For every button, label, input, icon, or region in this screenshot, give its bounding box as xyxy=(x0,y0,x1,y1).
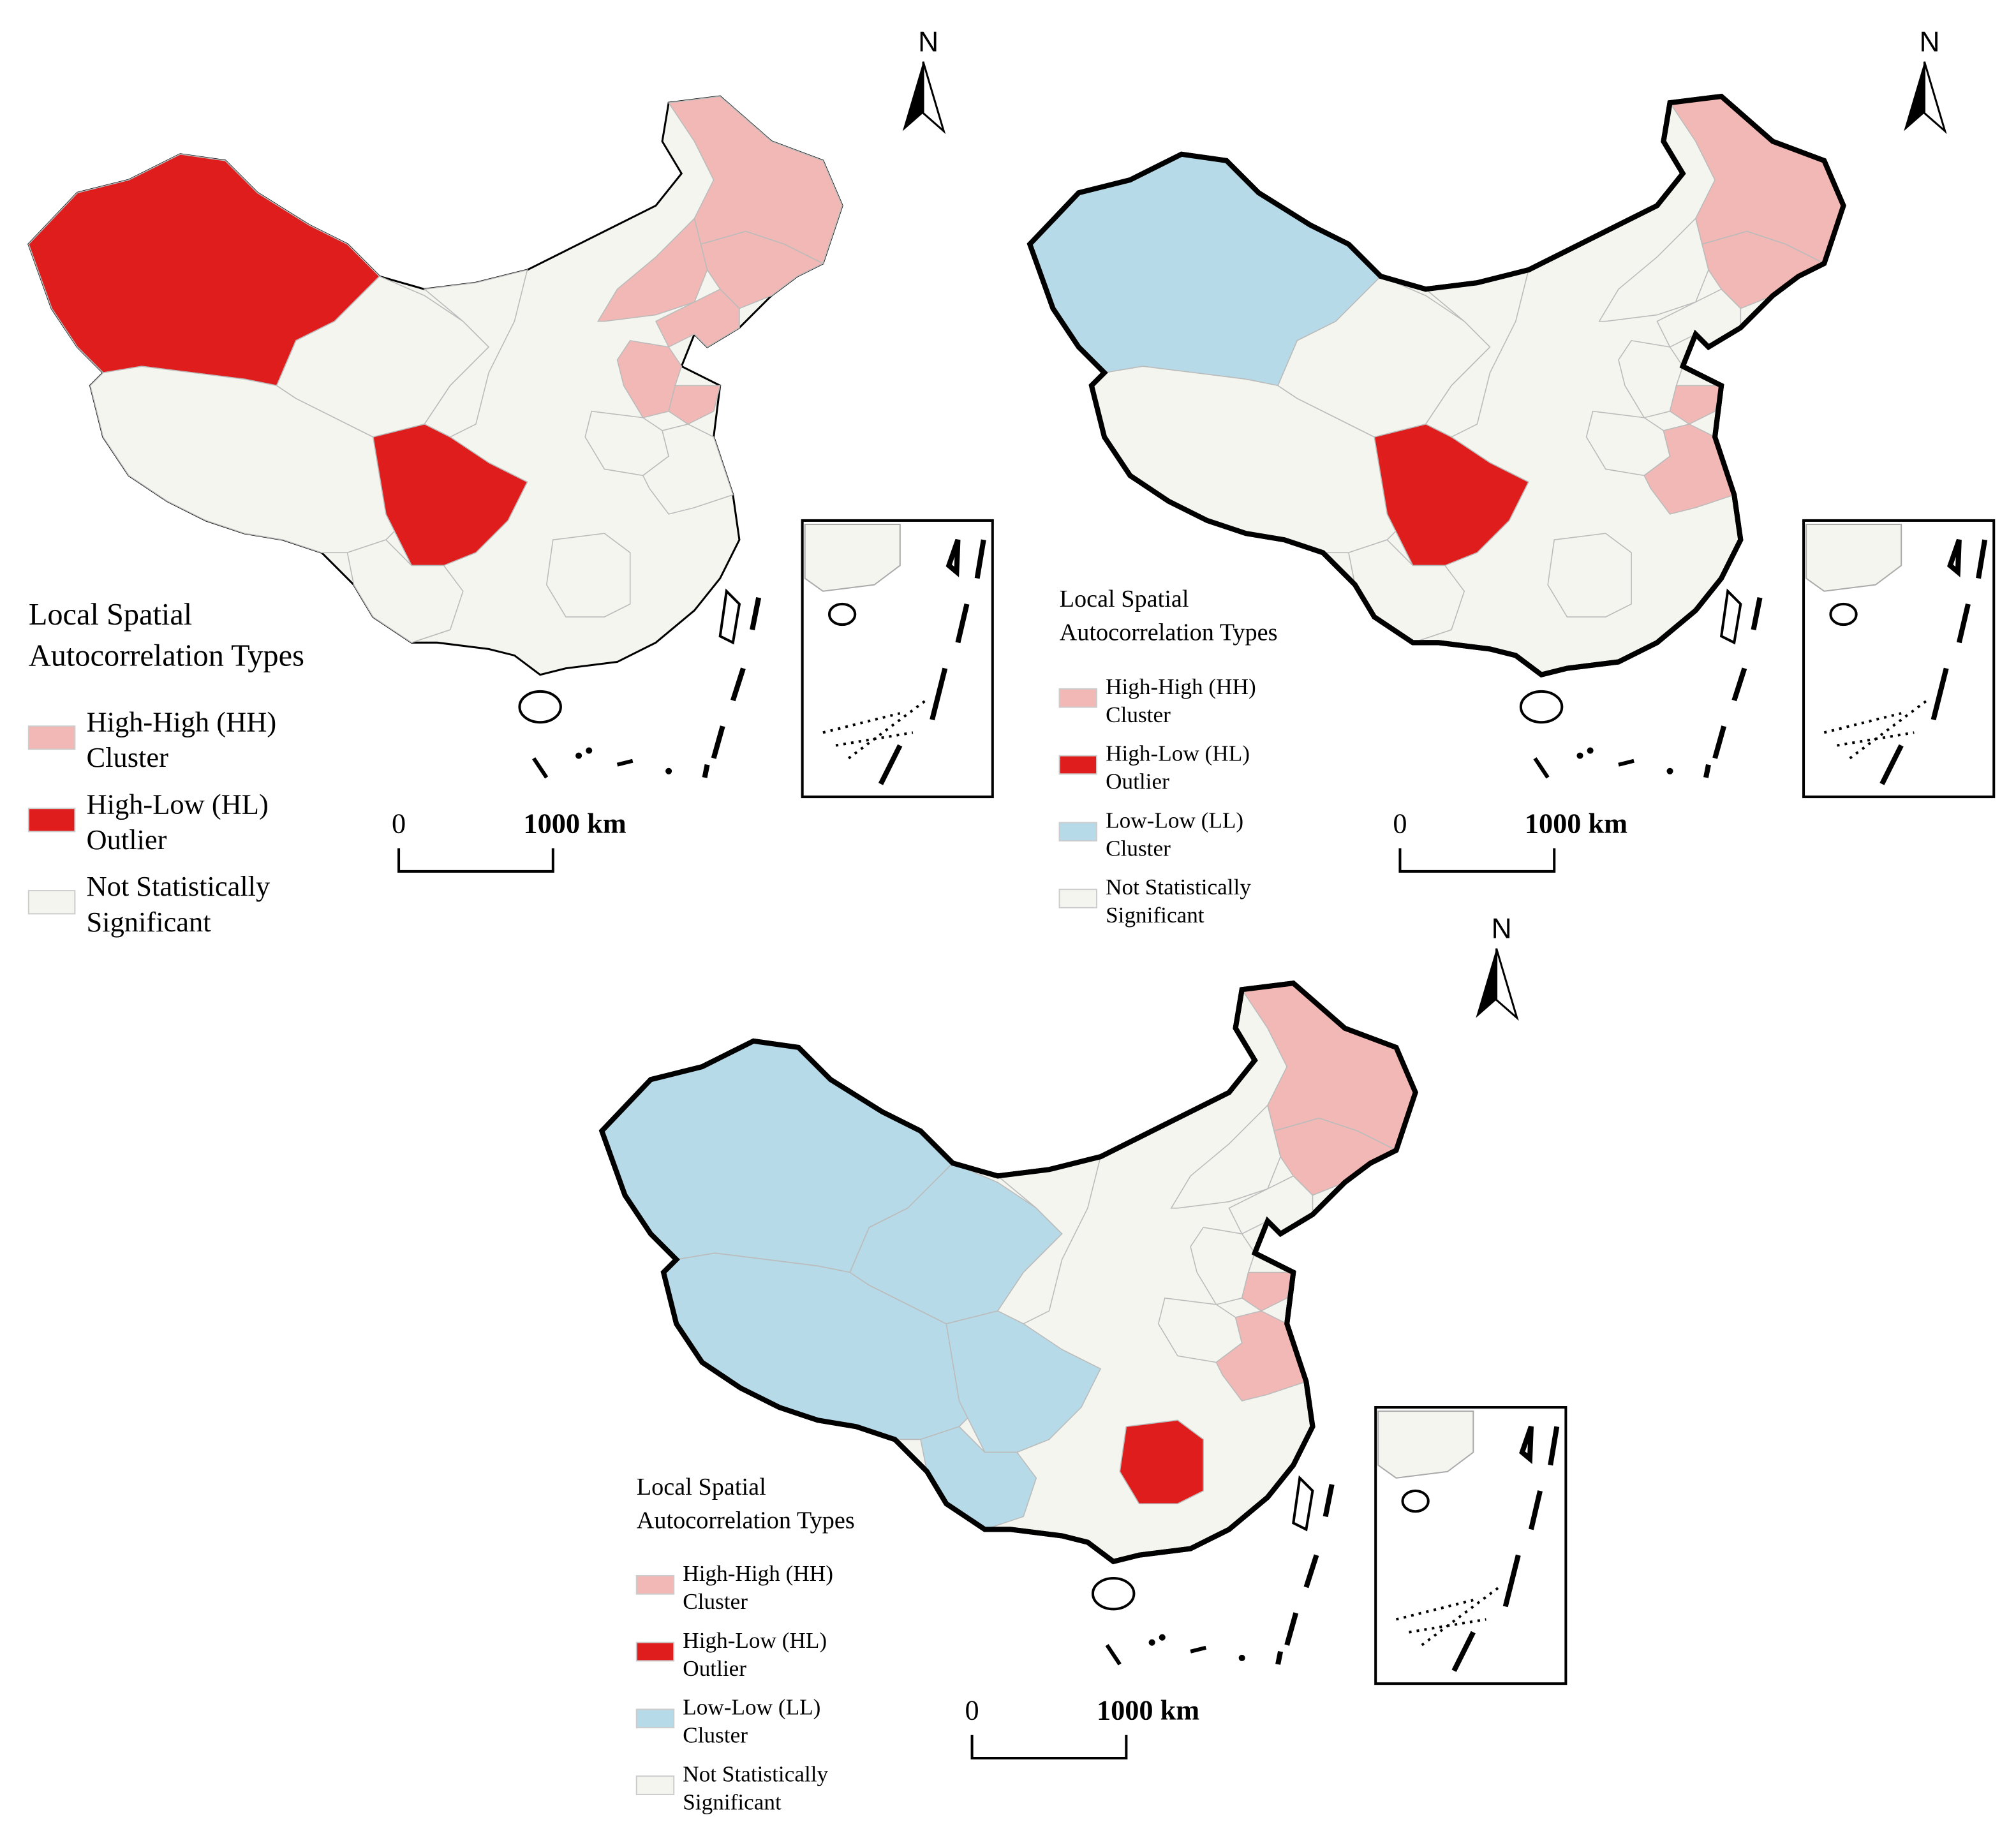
north-label: N xyxy=(918,27,938,58)
legend-swatch xyxy=(635,1708,675,1729)
legend-label: Cluster xyxy=(1106,836,1171,861)
north-label: N xyxy=(1919,27,1939,58)
legend-label: Not Statistically xyxy=(683,1761,828,1786)
north-arrow xyxy=(1495,948,1519,1021)
legend-label: Cluster xyxy=(683,1723,748,1748)
scale-label: 0 xyxy=(392,808,406,839)
legend-label: Significant xyxy=(87,906,212,938)
legend-swatch xyxy=(27,725,76,750)
north-arrow xyxy=(1476,948,1497,1018)
legend-label: Not Statistically xyxy=(87,870,271,902)
legend-swatch xyxy=(635,1574,675,1595)
scale-bar xyxy=(397,848,554,873)
legend-label: High-High (HH) xyxy=(1106,674,1256,699)
north-arrow xyxy=(922,61,946,135)
scale-label: 1000 km xyxy=(523,808,626,839)
legend-label: Significant xyxy=(1106,903,1204,928)
legend-swatch xyxy=(1058,688,1098,708)
legend-title: Local Spatial xyxy=(637,1474,766,1500)
legend-title: Autocorrelation Types xyxy=(29,639,304,673)
scale-label: 0 xyxy=(1393,808,1407,839)
legend-label: High-High (HH) xyxy=(87,706,277,737)
map-panel: N 0 1000 km Local Spatial Autocorrelation Ty… xyxy=(602,914,1566,1814)
scale-bar xyxy=(970,1735,1128,1760)
legend-label: Cluster xyxy=(683,1589,748,1614)
legend-label: Not Statistically xyxy=(1106,875,1251,899)
north-arrow xyxy=(902,61,924,131)
scale-label: 1000 km xyxy=(1525,808,1627,839)
north-label: N xyxy=(1492,914,1512,945)
legend-label: Cluster xyxy=(1106,702,1171,727)
legend-title: Autocorrelation Types xyxy=(1060,619,1278,646)
legend-label: High-High (HH) xyxy=(683,1561,833,1586)
scale-bar xyxy=(1398,848,1556,873)
legend-title: Local Spatial xyxy=(29,598,192,632)
north-arrow xyxy=(1923,61,1947,135)
scale-label: 1000 km xyxy=(1097,1695,1199,1726)
legend-label: High-Low (HL) xyxy=(683,1628,827,1653)
legend-label: Low-Low (LL) xyxy=(683,1695,820,1720)
map-panel: N 0 1000 km Local Spatial Autocorrelation Ty… xyxy=(27,27,993,938)
legend-swatch xyxy=(1058,822,1098,842)
legend-label: High-Low (HL) xyxy=(1106,741,1250,766)
legend-label: High-Low (HL) xyxy=(87,788,269,820)
legend-swatch xyxy=(1058,755,1098,775)
legend-label: Significant xyxy=(683,1789,782,1814)
legend-title: Local Spatial xyxy=(1060,586,1189,612)
map-panel: N 0 1000 km Local Spatial Autocorrelation Ty… xyxy=(1030,27,1994,928)
legend-label: Outlier xyxy=(1106,769,1169,794)
north-arrow xyxy=(1904,61,1925,131)
legend-label: Outlier xyxy=(683,1656,746,1681)
legend-swatch xyxy=(27,808,76,833)
legend-swatch xyxy=(1058,889,1098,908)
legend-label: Outlier xyxy=(87,824,167,855)
legend-swatch xyxy=(635,1775,675,1795)
legend-label: Low-Low (LL) xyxy=(1106,808,1243,833)
legend-title: Autocorrelation Types xyxy=(637,1507,855,1534)
legend-label: Cluster xyxy=(87,741,169,773)
legend-swatch xyxy=(635,1641,675,1662)
legend-swatch xyxy=(27,890,76,915)
scale-label: 0 xyxy=(965,1695,979,1726)
